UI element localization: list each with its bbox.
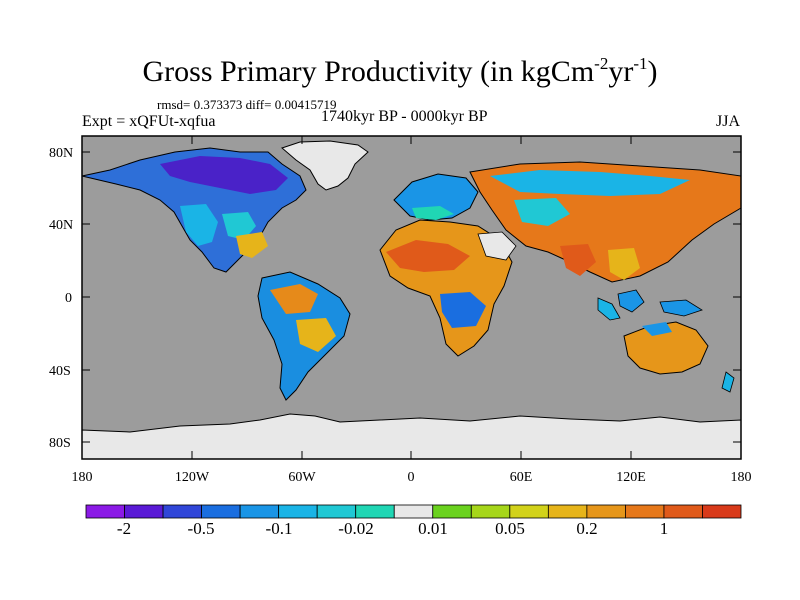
colorbar-box bbox=[240, 505, 279, 518]
colorbar-box bbox=[202, 505, 241, 518]
x-tick-label-60e: 60E bbox=[510, 470, 533, 485]
y-tick-label-40n: 40N bbox=[49, 218, 73, 233]
colorbar-box bbox=[394, 505, 433, 518]
y-tick-label-80n: 80N bbox=[49, 146, 73, 161]
colorbar-box bbox=[356, 505, 395, 518]
colorbar-box bbox=[587, 505, 626, 518]
x-tick-label-120e: 120E bbox=[616, 470, 646, 485]
y-tick-label-40s: 40S bbox=[49, 364, 71, 379]
colorbar-labels: -2 -0.5 -0.1 -0.02 0.01 0.05 0.2 1 bbox=[117, 519, 668, 538]
colorbar-box bbox=[664, 505, 703, 518]
x-tick-label-120w: 120W bbox=[175, 470, 210, 485]
x-tick-label-180-right: 180 bbox=[731, 470, 752, 485]
colorbar-box bbox=[548, 505, 587, 518]
colorbar-label: -0.1 bbox=[266, 519, 293, 538]
colorbar bbox=[86, 505, 741, 518]
colorbar-box bbox=[317, 505, 356, 518]
colorbar-label: 0.2 bbox=[576, 519, 597, 538]
x-tick-label-0: 0 bbox=[408, 470, 415, 485]
x-tick-label-60w: 60W bbox=[288, 470, 316, 485]
colorbar-box bbox=[163, 505, 202, 518]
colorbar-box bbox=[510, 505, 549, 518]
colorbar-box bbox=[433, 505, 472, 518]
colorbar-box bbox=[86, 505, 125, 518]
colorbar-box bbox=[625, 505, 664, 518]
map-panel bbox=[82, 136, 741, 459]
colorbar-label: 0.05 bbox=[495, 519, 525, 538]
colorbar-box bbox=[279, 505, 318, 518]
x-tick-label-180-left: 180 bbox=[72, 470, 93, 485]
y-tick-label-0: 0 bbox=[65, 291, 72, 306]
colorbar-box bbox=[702, 505, 741, 518]
colorbar-label: 1 bbox=[660, 519, 669, 538]
colorbar-label: -0.5 bbox=[188, 519, 215, 538]
colorbar-box bbox=[125, 505, 164, 518]
y-tick-label-80s: 80S bbox=[49, 436, 71, 451]
colorbar-label: -2 bbox=[117, 519, 131, 538]
colorbar-label: 0.01 bbox=[418, 519, 448, 538]
colorbar-box bbox=[471, 505, 510, 518]
colorbar-label: -0.02 bbox=[338, 519, 373, 538]
